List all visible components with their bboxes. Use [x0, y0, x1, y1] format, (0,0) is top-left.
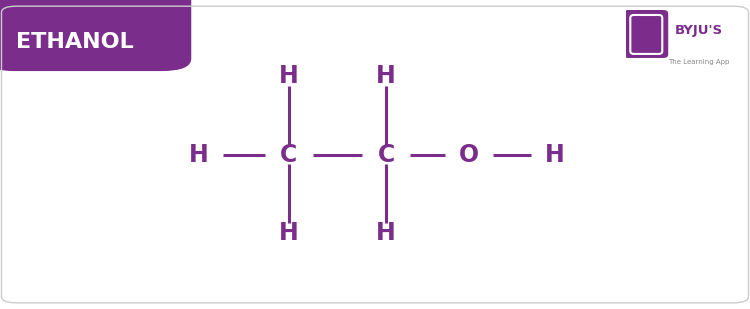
FancyBboxPatch shape: [622, 9, 669, 59]
Text: C: C: [377, 142, 394, 167]
Text: C: C: [280, 142, 297, 167]
Text: BYJU'S: BYJU'S: [674, 24, 722, 37]
Text: H: H: [545, 142, 565, 167]
Text: H: H: [279, 64, 298, 88]
Text: H: H: [376, 64, 396, 88]
Text: H: H: [279, 221, 298, 245]
Text: The Learning App: The Learning App: [668, 59, 729, 65]
Text: ETHANOL: ETHANOL: [16, 32, 134, 52]
Text: O: O: [459, 142, 478, 167]
FancyBboxPatch shape: [630, 15, 662, 54]
Text: H: H: [376, 221, 396, 245]
Text: H: H: [189, 142, 209, 167]
